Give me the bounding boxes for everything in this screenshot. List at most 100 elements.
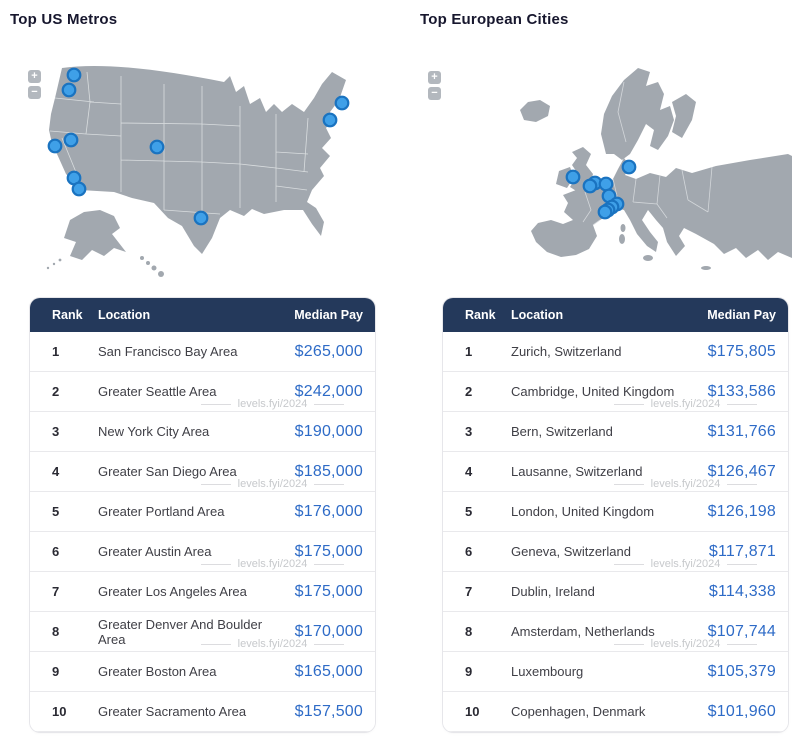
rank-column-header: Rank bbox=[52, 308, 83, 322]
rank-cell: 8 bbox=[465, 624, 473, 639]
zoom-out-button[interactable]: − bbox=[428, 87, 441, 100]
city-marker-san-francisco[interactable] bbox=[47, 138, 63, 154]
rank-cell: 1 bbox=[465, 344, 473, 359]
pay-cell: $175,000 bbox=[294, 582, 363, 600]
pay-cell: $133,586 bbox=[707, 382, 776, 400]
table-row: 5 London, United Kingdom $126,198 bbox=[443, 492, 788, 532]
rank-cell: 9 bbox=[465, 664, 473, 679]
alaska-shape bbox=[64, 210, 126, 260]
pay-cell: $185,000 bbox=[294, 462, 363, 480]
city-marker-copenhagen[interactable] bbox=[621, 159, 637, 175]
iceland-shape bbox=[520, 100, 550, 122]
table-row: 10 Copenhagen, Denmark $101,960 bbox=[443, 692, 788, 732]
europe-map[interactable] bbox=[420, 62, 796, 292]
crete-island bbox=[701, 266, 711, 270]
sardinia-island bbox=[619, 234, 625, 244]
rank-cell: 6 bbox=[52, 544, 60, 559]
zoom-in-button[interactable]: + bbox=[28, 70, 41, 83]
location-cell: London, United Kingdom bbox=[511, 504, 655, 519]
us-panel-title: Top US Metros bbox=[10, 11, 118, 28]
rank-cell: 4 bbox=[52, 464, 60, 479]
zoom-in-button[interactable]: + bbox=[428, 71, 441, 84]
pay-cell: $117,871 bbox=[708, 542, 776, 560]
table-row: 5 Greater Portland Area $176,000 bbox=[30, 492, 375, 532]
city-marker-new-york[interactable] bbox=[322, 112, 338, 128]
location-cell: Greater Los Angeles Area bbox=[98, 584, 247, 599]
location-cell: Greater Sacramento Area bbox=[98, 704, 247, 719]
location-column-header: Location bbox=[98, 308, 151, 322]
pay-cell: $175,805 bbox=[707, 342, 776, 360]
hawaii-island bbox=[151, 265, 157, 271]
zoom-out-button[interactable]: − bbox=[28, 86, 41, 99]
city-marker-portland[interactable] bbox=[61, 82, 77, 98]
rank-cell: 5 bbox=[52, 504, 60, 519]
pay-cell: $265,000 bbox=[294, 342, 363, 360]
city-marker-amsterdam[interactable] bbox=[598, 176, 614, 192]
aleutian-island bbox=[58, 258, 62, 262]
us-mainland-shape bbox=[49, 65, 346, 254]
corsica-island bbox=[620, 224, 626, 232]
table-row: 9 Greater Boston Area $165,000 bbox=[30, 652, 375, 692]
finland-shape bbox=[672, 94, 696, 138]
location-cell: Zurich, Switzerland bbox=[511, 344, 622, 359]
table-row: 10 Greater Sacramento Area $157,500 bbox=[30, 692, 375, 732]
scandinavia-shape bbox=[601, 68, 674, 160]
rank-column-header: Rank bbox=[465, 308, 496, 322]
pay-column-header: Median Pay bbox=[294, 308, 363, 322]
pay-cell: $126,198 bbox=[707, 502, 776, 520]
rank-cell: 10 bbox=[465, 704, 480, 719]
rank-cell: 2 bbox=[52, 384, 60, 399]
europe-table-header: Rank Location Median Pay bbox=[443, 298, 788, 332]
table-row: 2 Greater Seattle Area $242,000 bbox=[30, 372, 375, 412]
pay-cell: $175,000 bbox=[294, 542, 363, 560]
table-row: 7 Dublin, Ireland $114,338 bbox=[443, 572, 788, 612]
location-cell: Bern, Switzerland bbox=[511, 424, 613, 439]
rank-cell: 7 bbox=[465, 584, 473, 599]
table-row: 2 Cambridge, United Kingdom $133,586 bbox=[443, 372, 788, 412]
location-cell: Greater Austin Area bbox=[98, 544, 212, 559]
rank-cell: 3 bbox=[465, 424, 473, 439]
location-cell: Greater Boston Area bbox=[98, 664, 217, 679]
city-marker-san-diego[interactable] bbox=[71, 181, 87, 197]
table-row: 7 Greater Los Angeles Area $175,000 bbox=[30, 572, 375, 612]
rank-cell: 5 bbox=[465, 504, 473, 519]
pay-cell: $131,766 bbox=[707, 422, 776, 440]
city-marker-boston[interactable] bbox=[334, 95, 350, 111]
table-row: 6 Greater Austin Area $175,000 bbox=[30, 532, 375, 572]
table-row: 4 Lausanne, Switzerland $126,467 bbox=[443, 452, 788, 492]
table-row: 8 Amsterdam, Netherlands $107,744 bbox=[443, 612, 788, 652]
us-map-zoom-controls: + − bbox=[28, 70, 41, 99]
location-cell: San Francisco Bay Area bbox=[98, 344, 238, 359]
table-row: 8 Greater Denver And Boulder Area $170,0… bbox=[30, 612, 375, 652]
us-rank-table: Rank Location Median Pay 1 San Francisco… bbox=[30, 298, 375, 732]
sicily-island bbox=[643, 255, 653, 261]
us-table-header: Rank Location Median Pay bbox=[30, 298, 375, 332]
pay-cell: $190,000 bbox=[294, 422, 363, 440]
rank-cell: 8 bbox=[52, 624, 60, 639]
location-cell: New York City Area bbox=[98, 424, 210, 439]
table-row: 1 Zurich, Switzerland $175,805 bbox=[443, 332, 788, 372]
pay-cell: $157,500 bbox=[294, 702, 363, 720]
us-city-markers bbox=[47, 67, 350, 226]
rank-cell: 2 bbox=[465, 384, 473, 399]
pay-cell: $242,000 bbox=[294, 382, 363, 400]
location-column-header: Location bbox=[511, 308, 564, 322]
pay-cell: $107,744 bbox=[707, 622, 776, 640]
rank-cell: 3 bbox=[52, 424, 60, 439]
hawaii-island bbox=[158, 271, 164, 277]
hawaii-island bbox=[146, 261, 150, 265]
location-cell: Greater San Diego Area bbox=[98, 464, 237, 479]
city-marker-seattle[interactable] bbox=[66, 67, 82, 83]
location-cell: Geneva, Switzerland bbox=[511, 544, 631, 559]
us-map[interactable] bbox=[24, 62, 396, 292]
city-marker-denver[interactable] bbox=[149, 139, 165, 155]
city-marker-geneva[interactable] bbox=[597, 204, 613, 220]
city-marker-austin[interactable] bbox=[193, 210, 209, 226]
city-marker-dublin[interactable] bbox=[565, 169, 581, 185]
city-marker-london[interactable] bbox=[582, 178, 598, 194]
city-marker-sacramento[interactable] bbox=[63, 132, 79, 148]
continental-europe-shape bbox=[531, 154, 792, 260]
hawaii-island bbox=[140, 256, 144, 260]
table-row: 1 San Francisco Bay Area $265,000 bbox=[30, 332, 375, 372]
